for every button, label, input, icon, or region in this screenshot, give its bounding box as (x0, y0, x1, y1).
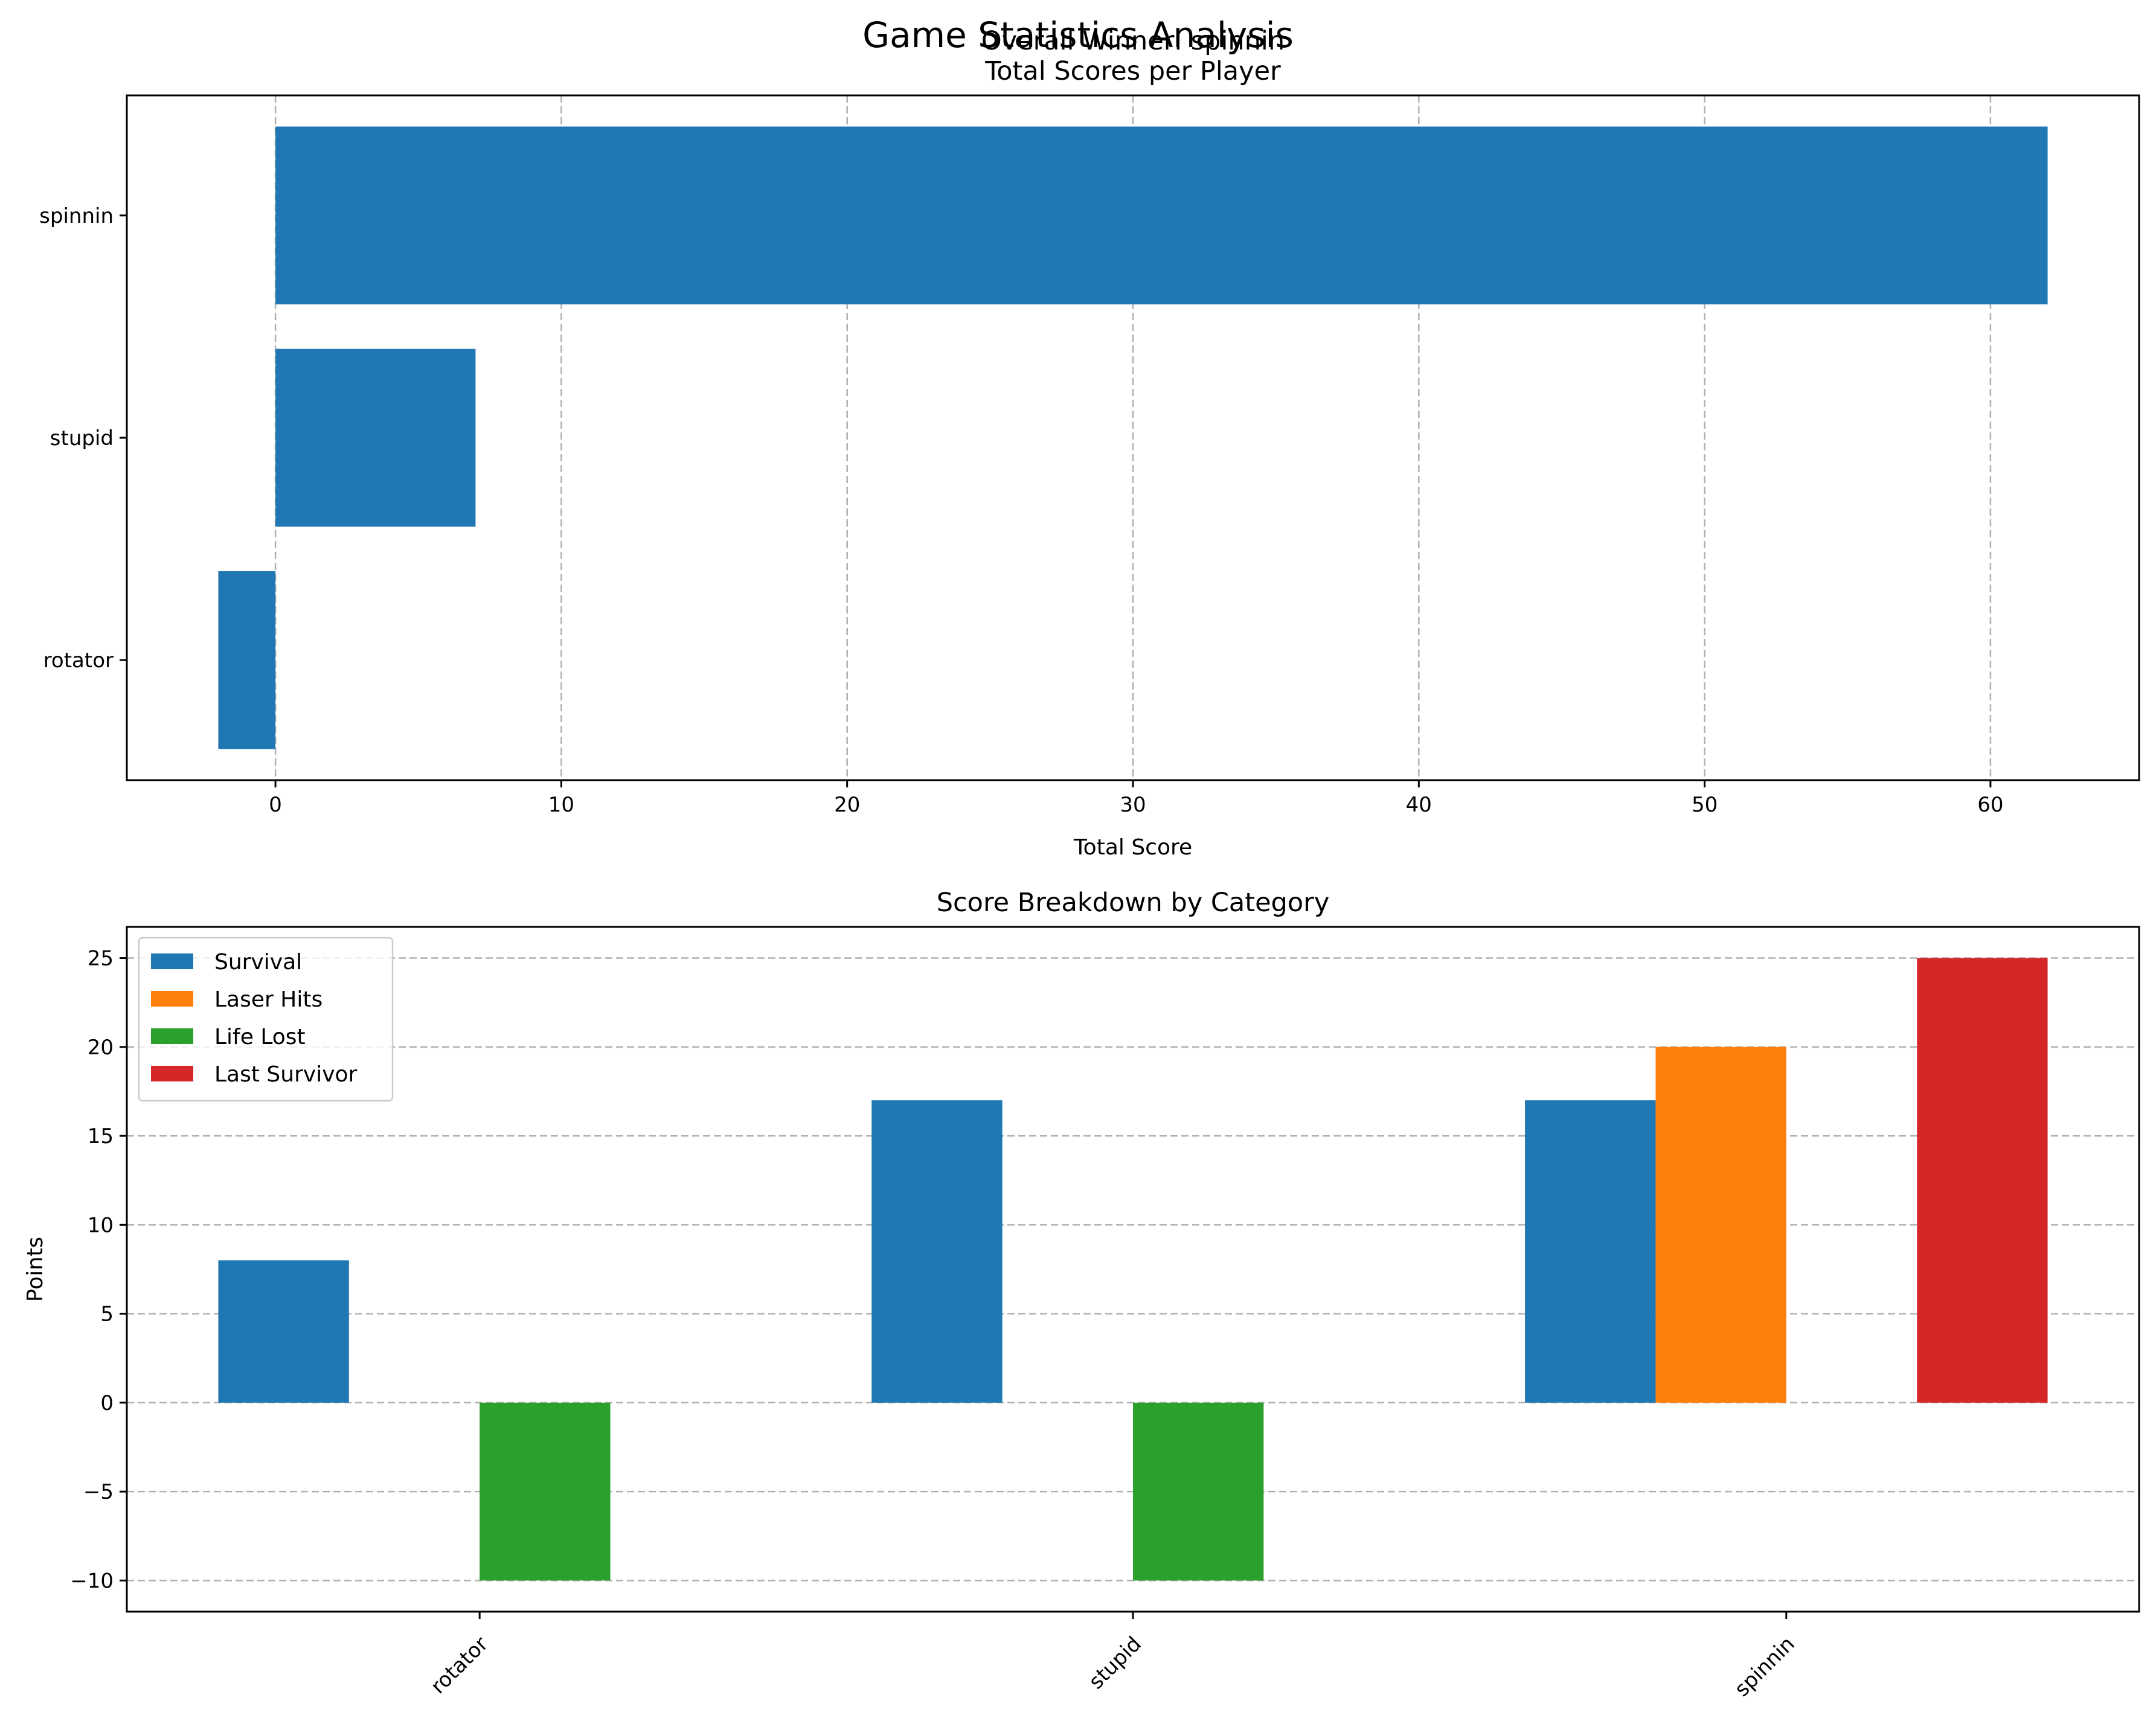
total-scores-chart: Overall Winner: spinnin Total Scores per… (39, 26, 2140, 860)
chart2-x-tick-label: rotator (426, 1632, 493, 1699)
chart2-legend-label: Last Survivor (214, 1062, 358, 1087)
chart2-y-tick-label: 15 (88, 1124, 114, 1149)
chart2-y-axis-label: Points (23, 1237, 48, 1302)
chart1-title-line2: Total Scores per Player (984, 56, 1281, 86)
chart2-legend-label: Life Lost (214, 1025, 306, 1049)
chart2-legend-swatch (151, 991, 193, 1007)
chart2-bar-life-lost-stupid (1133, 1402, 1264, 1581)
chart2-legend-swatch (151, 953, 193, 969)
chart1-x-tick-label: 20 (834, 793, 860, 817)
chart2-legend-label: Laser Hits (214, 987, 322, 1012)
chart2-bar-survival-rotator (218, 1260, 349, 1403)
chart1-y-tick-label: spinnin (39, 204, 114, 228)
chart2-bar-last-survivor-spinnin (1917, 958, 2048, 1403)
chart2-legend: Survival Laser Hits Life Lost Last Survivor (138, 937, 394, 1102)
chart2-bar-survival-spinnin (1525, 1100, 1656, 1403)
chart2-y-tick-label: −10 (70, 1569, 114, 1593)
chart1-x-tick-label: 40 (1406, 793, 1432, 817)
chart2-legend-frame (138, 937, 394, 1102)
chart1-x-tick-label: 10 (548, 793, 574, 817)
chart2-y-tick-label: 5 (100, 1302, 114, 1327)
chart1-x-tick-label: 0 (269, 793, 282, 817)
chart2-legend-label: Survival (214, 950, 302, 975)
chart1-x-axis-label: Total Score (1073, 835, 1192, 860)
chart1-y-tick-label: stupid (50, 426, 114, 450)
chart2-x-tick-label: stupid (1084, 1632, 1146, 1694)
score-breakdown-chart: Score Breakdown by Category −10 −5 0 5 10 15 2… (23, 888, 2140, 1702)
chart2-legend-swatch (151, 1028, 193, 1044)
chart2-y-tick-label: 0 (100, 1391, 114, 1415)
chart2-x-tick-label: spinnin (1730, 1632, 1800, 1702)
chart2-y-tick-label: −5 (83, 1480, 114, 1504)
chart1-x-tick-label: 30 (1120, 793, 1146, 817)
chart1-title-line1: Overall Winner: spinnin (981, 26, 1285, 56)
chart1-bar-stupid (275, 348, 476, 527)
chart2-bar-life-lost-rotator (480, 1402, 611, 1581)
chart2-legend-swatch (151, 1066, 193, 1081)
chart1-y-tick-label: rotator (43, 649, 114, 673)
chart2-title: Score Breakdown by Category (937, 888, 1330, 918)
chart2-y-tick-label: 10 (88, 1213, 114, 1237)
chart2-y-tick-label: 25 (88, 947, 114, 971)
chart1-bar-spinnin (275, 126, 2048, 305)
chart2-bar-laser-hits-spinnin (1655, 1046, 1786, 1403)
chart2-bar-survival-stupid (871, 1100, 1003, 1403)
figure-suptitle: Game Statistics Analysis (862, 14, 1294, 56)
chart1-x-tick-label: 50 (1692, 793, 1718, 817)
chart1-x-tick-label: 60 (1977, 793, 2003, 817)
chart1-bar-rotator (218, 571, 276, 749)
chart2-y-tick-label: 20 (88, 1036, 114, 1060)
